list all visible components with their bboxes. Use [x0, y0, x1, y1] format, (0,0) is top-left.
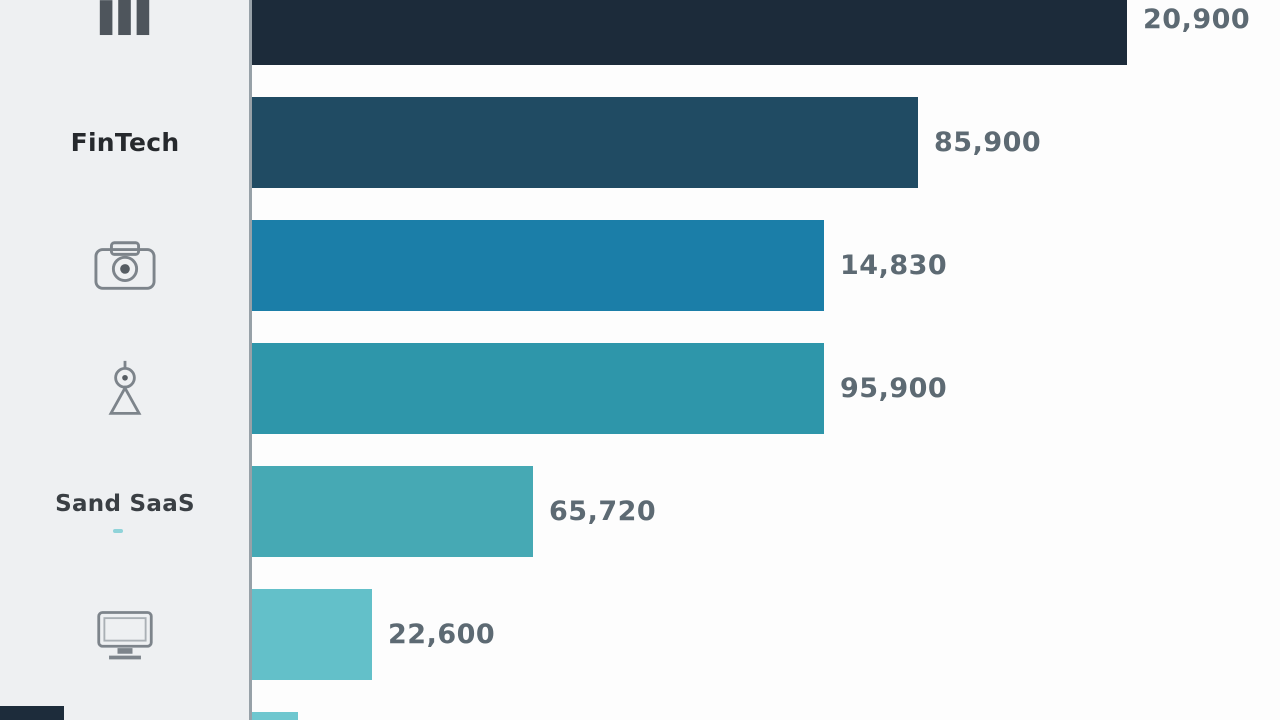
category-label: Sand SaaS: [0, 466, 250, 557]
bar: [252, 466, 533, 557]
y-axis-line: [249, 0, 252, 720]
category-label: FinTech: [0, 97, 250, 188]
bar: [252, 589, 372, 680]
monitor-icon: [0, 589, 250, 680]
chart-area: 20,900 85,900 14,830 95,900 65,720 22,600: [252, 0, 1280, 720]
category-label-text: FinTech: [70, 128, 180, 157]
category-label-text: Sand SaaS: [55, 490, 195, 517]
bar: [252, 0, 1127, 65]
camera-icon: [0, 220, 250, 311]
bar-value-label: 22,600: [388, 619, 496, 650]
underline-dash: [113, 528, 123, 533]
bar-chart-icon: [0, 0, 250, 65]
bar-value-label: 14,830: [840, 250, 948, 281]
bar: [252, 220, 824, 311]
person-icon: [0, 343, 250, 434]
bar-value-label: 20,900: [1143, 4, 1251, 35]
bar: [252, 97, 918, 188]
bar: [252, 343, 824, 434]
category-sidebar: FinTech Sand SaaS: [0, 0, 250, 720]
bar: [252, 712, 298, 720]
bar-value-label: 85,900: [934, 127, 1042, 158]
bar-value-label: 65,720: [549, 496, 657, 527]
cropped-bar-fragment: [0, 706, 64, 720]
bar-value-label: 95,900: [840, 373, 948, 404]
